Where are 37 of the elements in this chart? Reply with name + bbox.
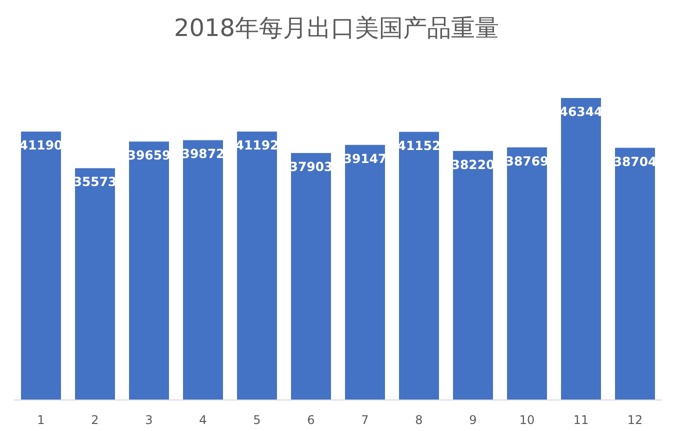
bar: [183, 140, 223, 400]
bar: [615, 148, 655, 400]
x-tick-label: 11: [573, 413, 589, 427]
bar: [399, 132, 439, 400]
x-tick-label: 3: [145, 413, 153, 427]
data-label: 38220: [451, 156, 496, 172]
data-label: 39872: [181, 146, 225, 162]
x-tick-label: 9: [469, 413, 477, 427]
bar: [129, 142, 169, 400]
x-tick-label: 10: [519, 413, 535, 427]
x-tick-label: 8: [415, 413, 423, 427]
data-label: 39659: [127, 148, 171, 163]
data-label: 41192: [235, 138, 279, 153]
bar: [237, 132, 277, 400]
data-label: 38769: [505, 153, 549, 168]
bar: [75, 168, 115, 400]
x-tick-label: 4: [199, 413, 207, 427]
data-label: 37903: [289, 159, 333, 174]
data-label: 41190: [19, 138, 64, 153]
x-tick-label: 5: [253, 413, 261, 427]
x-tick-label: 1: [37, 413, 45, 427]
data-label: 41152: [397, 138, 441, 153]
bar: [507, 147, 547, 400]
x-tick-label: 2: [91, 413, 99, 427]
data-label: 39147: [343, 150, 387, 166]
bar: [453, 150, 493, 400]
x-tick-label: 6: [307, 413, 315, 427]
bar: [291, 153, 331, 400]
data-label: 35573: [73, 174, 117, 190]
bar: [21, 132, 61, 400]
bar: [561, 98, 601, 400]
x-tick-label: 7: [361, 413, 369, 427]
bar: [345, 144, 385, 400]
data-label: 46344: [559, 104, 604, 119]
x-tick-label: 12: [627, 413, 643, 427]
chart-title: 2018年每月出口美国产品重量: [174, 14, 500, 42]
data-label: 38704: [613, 154, 658, 169]
